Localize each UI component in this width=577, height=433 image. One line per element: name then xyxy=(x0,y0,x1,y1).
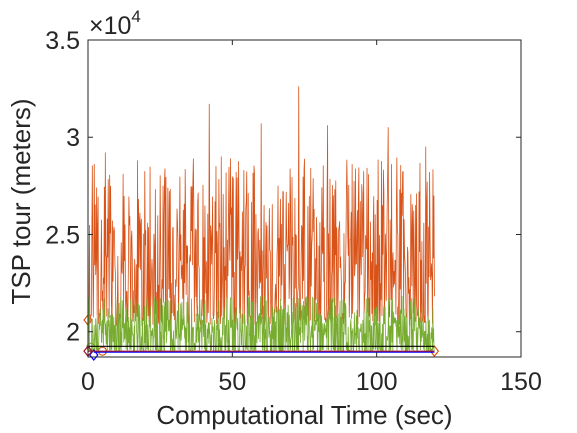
y-tick-label: 2 xyxy=(66,319,80,347)
series-marker-diamond xyxy=(89,349,99,362)
series-line-2 xyxy=(87,295,435,352)
x-tick-label: 150 xyxy=(500,368,542,396)
series-marker-diamond xyxy=(429,345,440,358)
axes-box xyxy=(87,39,522,358)
plot-layer xyxy=(83,86,440,362)
y-tick-label: 3 xyxy=(66,124,80,152)
y-axis-multiplier: ×104 xyxy=(89,7,141,40)
y-multiplier-exponent: 4 xyxy=(131,7,140,26)
x-tick-label: 50 xyxy=(218,368,246,396)
x-tick-label: 100 xyxy=(356,368,398,396)
ticks-layer: 0 50 100 150 2 2.5 3 3.5 xyxy=(45,27,542,396)
series-line-1 xyxy=(87,86,435,327)
y-axis-label: TSP tour (meters) xyxy=(6,98,36,304)
y-tick-label: 3.5 xyxy=(45,27,80,55)
x-axis-label: Computational Time (sec) xyxy=(156,400,452,430)
y-multiplier-prefix: ×10 xyxy=(89,12,131,40)
y-tick-label: 2.5 xyxy=(45,221,80,249)
x-tick-label: 0 xyxy=(81,368,95,396)
